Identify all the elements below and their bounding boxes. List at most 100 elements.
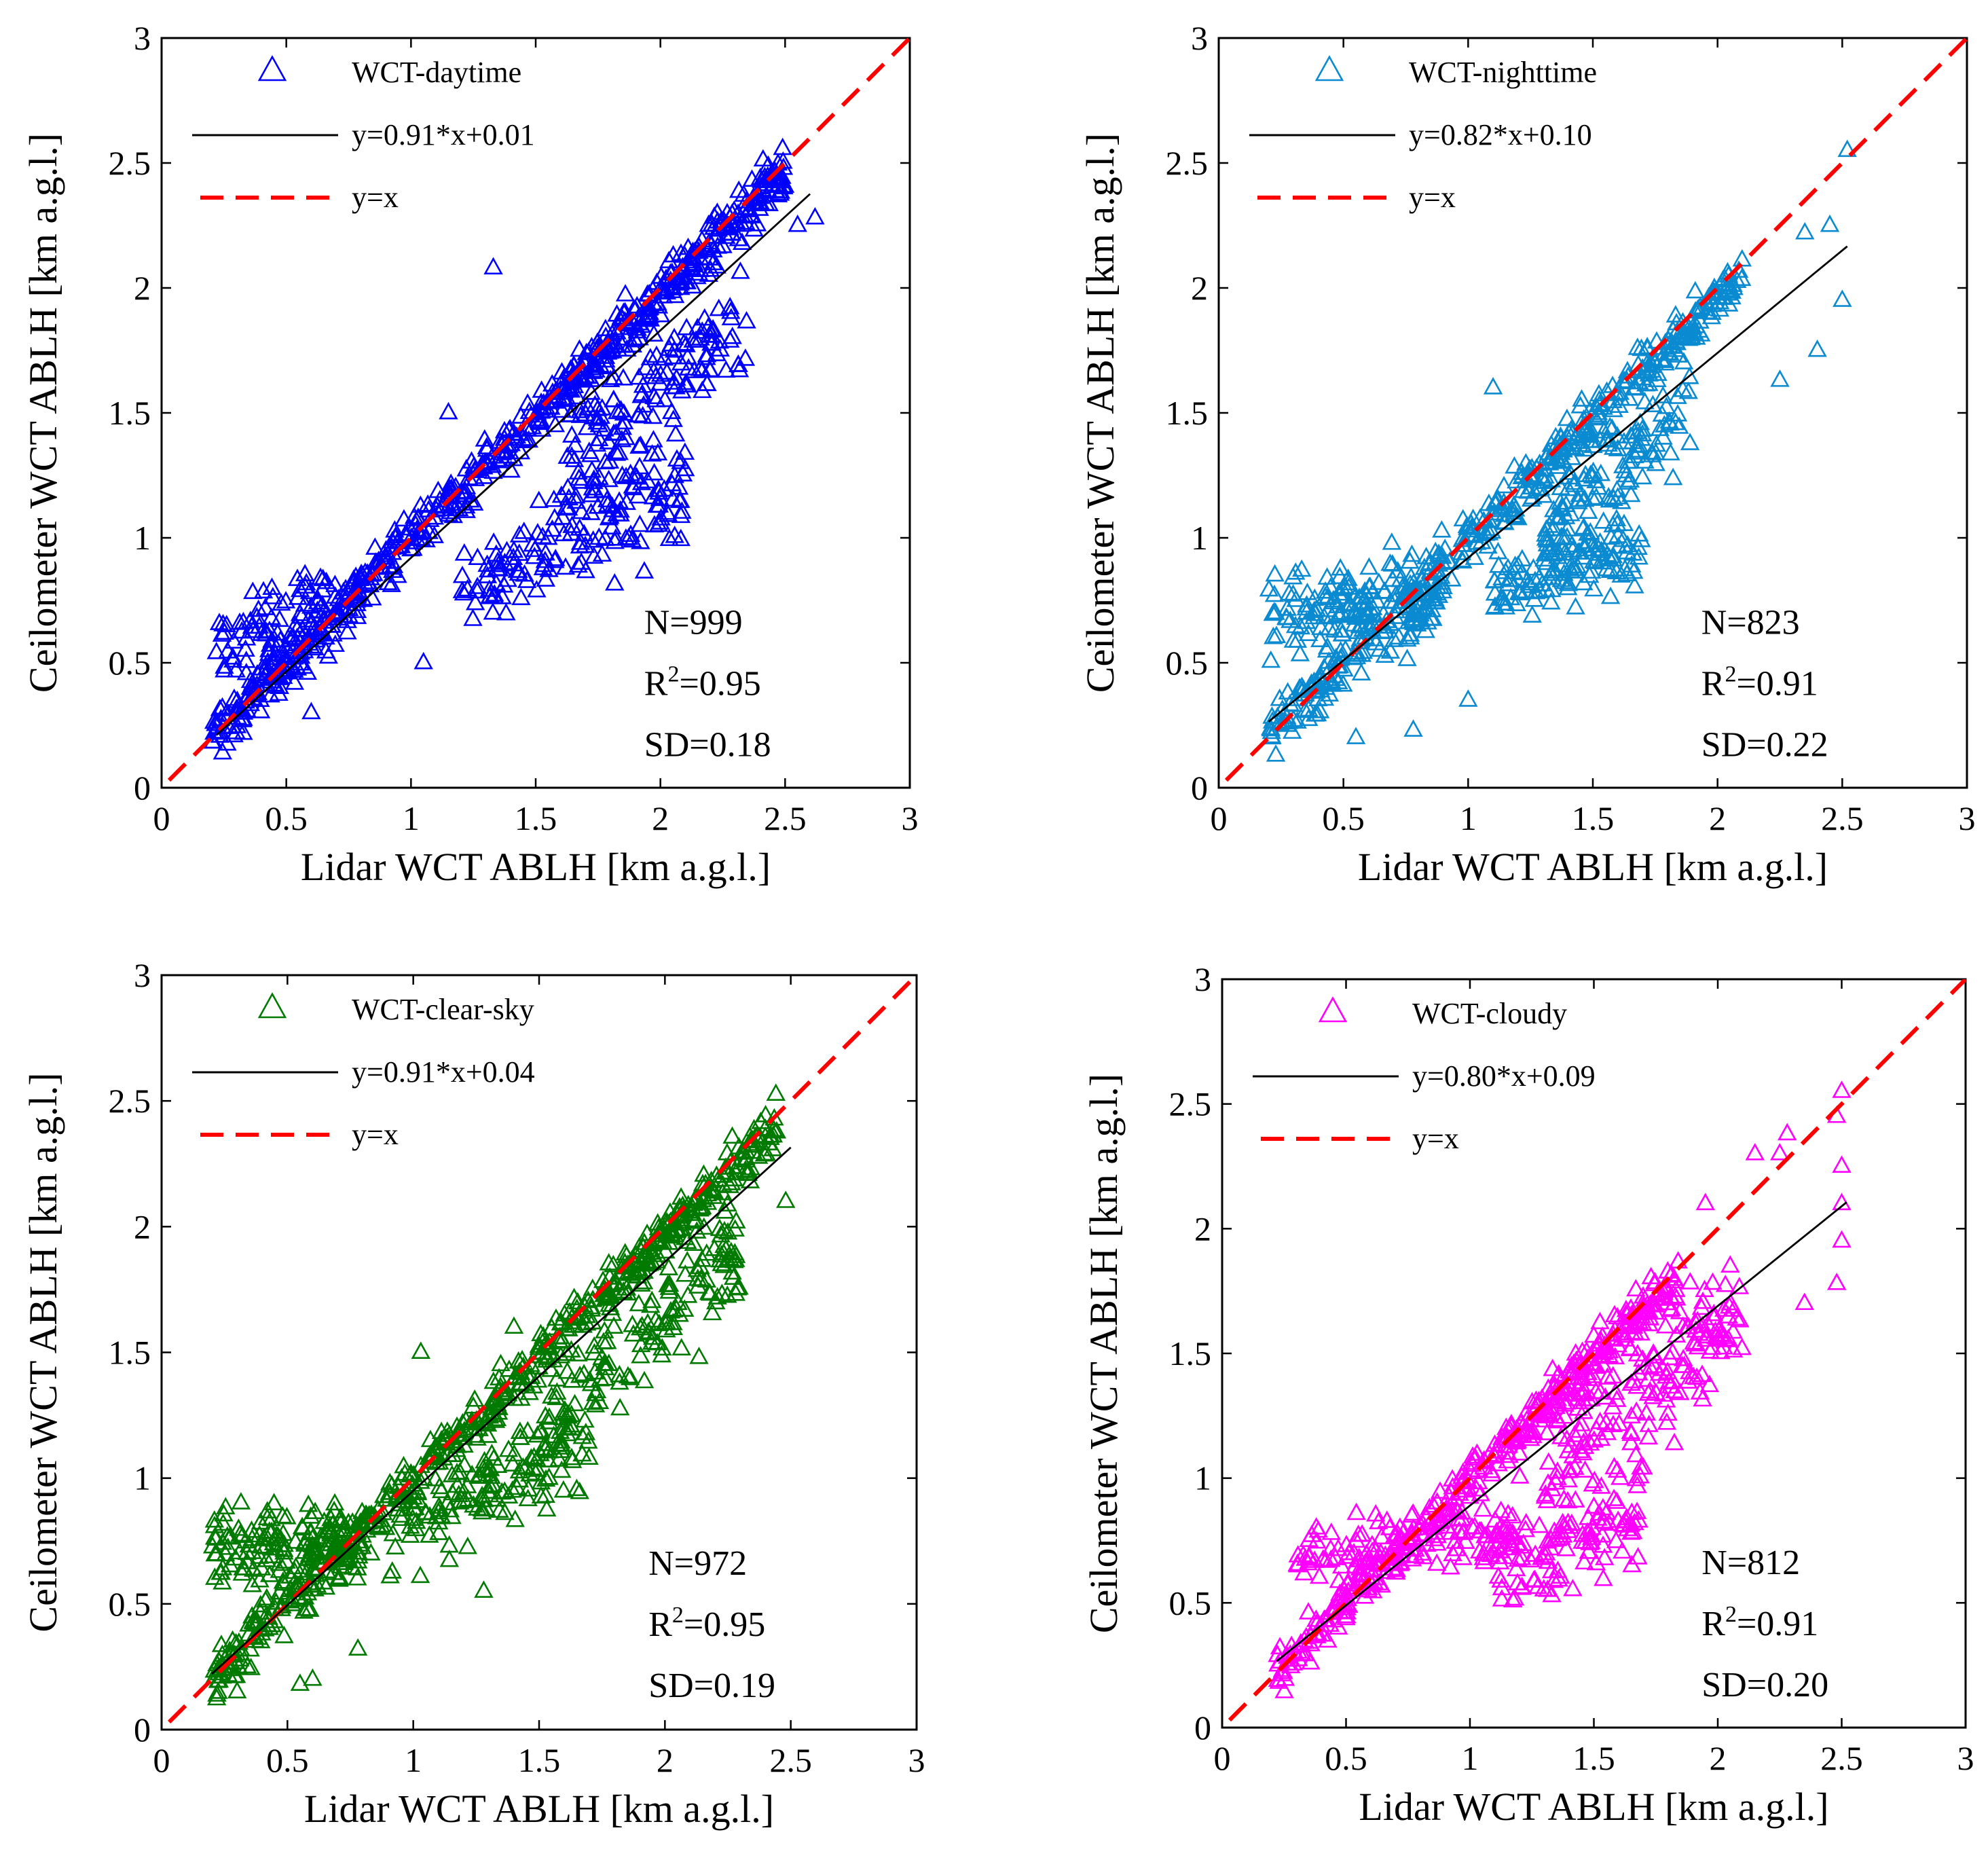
data-point (265, 1538, 285, 1556)
data-point (1462, 1446, 1483, 1464)
data-point (1668, 404, 1688, 422)
data-point (788, 214, 807, 232)
data-point (1634, 361, 1654, 380)
data-point (1488, 541, 1508, 560)
y-tick-label: 1 (1191, 519, 1208, 557)
data-point (662, 473, 682, 492)
data-point (284, 1561, 305, 1580)
data-point (1426, 1553, 1447, 1571)
data-point (532, 380, 551, 398)
data-point (297, 1583, 318, 1601)
data-point (582, 336, 602, 354)
data-point (1544, 1529, 1564, 1547)
data-point (515, 564, 534, 582)
data-point (1511, 583, 1530, 600)
data-point (1505, 1588, 1525, 1606)
data-point (416, 1502, 435, 1520)
data-point (1386, 1562, 1406, 1580)
data-point (365, 537, 385, 555)
data-point (1549, 1569, 1568, 1587)
data-point (669, 1304, 689, 1322)
data-layer (167, 38, 910, 782)
data-point (1587, 1419, 1606, 1437)
data-point (1593, 551, 1613, 570)
data-point (753, 149, 773, 167)
data-point (1687, 300, 1707, 318)
data-point (1369, 1512, 1388, 1529)
scatter-panel-2: 0 0.5 1 1.5 2 2.5 3 0 0.5 1 1.5 2 2.5 3 Lidar WCT ABLH… (1078, 19, 1976, 889)
data-point (505, 1509, 525, 1527)
data-point (259, 620, 280, 638)
data-point (1687, 1367, 1707, 1385)
x-tick-label: 2.5 (764, 799, 807, 837)
data-point (1491, 1500, 1511, 1518)
data-point (439, 401, 458, 420)
data-point (729, 180, 749, 198)
data-point (713, 1182, 733, 1201)
data-point (1541, 1561, 1562, 1579)
data-point (596, 350, 616, 368)
data-point (1617, 534, 1638, 553)
x-tick-label: 1.5 (1572, 1739, 1615, 1777)
data-point (551, 1431, 571, 1449)
data-point (1604, 1457, 1624, 1475)
data-point (240, 610, 261, 628)
data-point (1461, 513, 1481, 531)
data-point (204, 1510, 225, 1528)
data-point (600, 451, 620, 469)
data-point (1680, 433, 1700, 450)
data-point (1703, 1272, 1723, 1290)
data-point (1820, 214, 1840, 232)
data-point (449, 1484, 468, 1502)
data-point (1604, 1305, 1625, 1323)
data-point (659, 1258, 679, 1275)
data-point (652, 1338, 672, 1356)
data-point (318, 646, 338, 664)
data-point (1770, 369, 1790, 387)
data-point (1660, 1347, 1680, 1366)
data-point (586, 346, 606, 365)
data-point (1537, 552, 1557, 570)
data-point (262, 577, 282, 595)
data-point (721, 308, 741, 325)
data-point (623, 477, 644, 496)
data-point (1336, 639, 1355, 657)
data-point (658, 1275, 678, 1292)
data-point (1473, 1499, 1493, 1517)
data-point (1645, 1295, 1665, 1313)
data-point (541, 397, 561, 415)
data-point (585, 1395, 606, 1412)
x-tick-label: 2.5 (1821, 799, 1864, 837)
data-point (765, 1108, 784, 1126)
data-point (270, 676, 289, 695)
data-point (1572, 434, 1592, 452)
data-point (430, 1499, 449, 1517)
data-point (1685, 322, 1704, 340)
data-point (766, 1083, 786, 1101)
data-point (213, 1572, 232, 1590)
data-point (499, 1360, 519, 1377)
data-point (555, 1417, 574, 1436)
data-point (1333, 586, 1352, 604)
data-point (584, 546, 604, 564)
identity-line (1228, 979, 1966, 1722)
data-point (1832, 1230, 1852, 1248)
data-point (1307, 704, 1327, 722)
data-point (659, 1281, 679, 1299)
x-tick-label: 1 (1460, 799, 1477, 837)
data-point (1602, 418, 1622, 436)
data-point (601, 1285, 621, 1302)
data-point (1329, 605, 1348, 623)
data-point (1329, 672, 1348, 689)
data-point (1298, 1602, 1319, 1620)
data-point (1492, 1589, 1512, 1607)
data-point (743, 193, 764, 211)
data-point (1261, 650, 1281, 668)
data-point (507, 426, 527, 444)
data-point (1516, 581, 1536, 598)
data-point (527, 580, 547, 598)
data-point (1346, 1502, 1366, 1520)
data-point (1453, 509, 1473, 527)
legend-series-name: WCT-nighttime (1409, 56, 1597, 89)
data-point (1579, 531, 1599, 549)
